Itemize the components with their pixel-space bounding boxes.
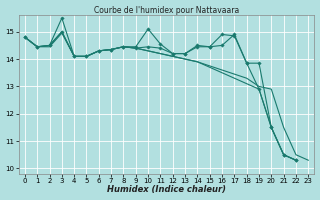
X-axis label: Humidex (Indice chaleur): Humidex (Indice chaleur) (107, 185, 226, 194)
Title: Courbe de l'humidex pour Nattavaara: Courbe de l'humidex pour Nattavaara (94, 6, 239, 15)
